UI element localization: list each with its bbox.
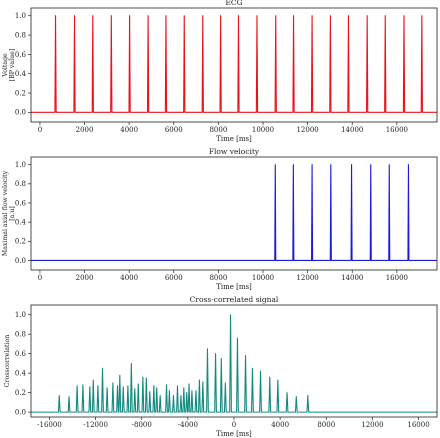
y-axis-label-line: [BP value] bbox=[9, 49, 16, 81]
y-axis-label-line: [a.u] bbox=[9, 206, 16, 220]
y-tick-label: 0.4 bbox=[15, 370, 27, 378]
chart-title: Cross-correlated signal bbox=[190, 295, 279, 304]
chart-panel-3: Cross-correlated signal -16000 -12000 -8000… bbox=[4, 295, 438, 438]
y-axis-label: Crosscorrelation bbox=[4, 335, 11, 387]
y-tick-label: 0.2 bbox=[15, 238, 26, 246]
x-tick-label: 16000 bbox=[407, 421, 429, 429]
y-tick-label: 0.4 bbox=[15, 70, 27, 78]
x-tick-label: -12000 bbox=[83, 421, 108, 429]
chart-title: ECG bbox=[225, 0, 242, 7]
x-tick-label: 4000 bbox=[120, 126, 138, 134]
y-tick-label: 0.2 bbox=[15, 389, 26, 397]
x-tick-label: 16000 bbox=[386, 126, 408, 134]
x-tick-label: 4000 bbox=[120, 274, 138, 282]
series-line bbox=[31, 314, 437, 413]
y-tick-label: 0.4 bbox=[15, 219, 27, 227]
x-tick-label: 4000 bbox=[271, 421, 289, 429]
y-tick-label: 1.0 bbox=[15, 311, 26, 319]
y-axis-label-line: Voltage bbox=[2, 53, 9, 78]
x-tick-label: 6000 bbox=[165, 126, 183, 134]
x-tick-label: 12000 bbox=[361, 421, 383, 429]
y-axis-label: Voltage[BP value] bbox=[2, 49, 16, 81]
y-tick-label: 0.2 bbox=[15, 89, 26, 97]
x-axis-label: Time [ms] bbox=[216, 135, 252, 143]
axes-frame bbox=[30, 156, 438, 271]
x-tick-label: 14000 bbox=[341, 126, 363, 134]
chart-panel-2: Flow velocity 0 2000 4000 6000 8000 10000 12000… bbox=[2, 147, 438, 291]
axes-frame bbox=[30, 7, 438, 123]
x-tick-label: 8000 bbox=[317, 421, 335, 429]
x-tick-label: 8000 bbox=[209, 126, 227, 134]
y-axis-label-line: Crosscorrelation bbox=[4, 335, 11, 387]
x-tick-label: 0 bbox=[232, 421, 236, 429]
x-tick-label: 8000 bbox=[209, 274, 227, 282]
y-tick-label: 0.6 bbox=[15, 350, 27, 358]
axes-frame bbox=[30, 304, 438, 418]
x-tick-label: 12000 bbox=[296, 126, 318, 134]
x-tick-label: 6000 bbox=[165, 274, 183, 282]
chart-title: Flow velocity bbox=[209, 147, 260, 156]
chart-panel-1: ECG 0 2000 4000 6000 8000 10000 12000 14000 16000… bbox=[2, 0, 438, 143]
x-tick-label: 16000 bbox=[386, 274, 408, 282]
series-line bbox=[31, 164, 437, 261]
x-tick-label: -16000 bbox=[37, 421, 62, 429]
x-tick-label: 14000 bbox=[341, 274, 363, 282]
x-tick-label: -4000 bbox=[178, 421, 198, 429]
x-tick-label: 10000 bbox=[252, 126, 274, 134]
x-tick-label: 0 bbox=[38, 126, 42, 134]
y-axis-label-line: Maximal axial flow velocity bbox=[2, 170, 9, 256]
y-tick-label: 0.0 bbox=[15, 409, 26, 417]
y-tick-label: 0.0 bbox=[15, 109, 26, 117]
y-axis-label: Maximal axial flow velocity[a.u] bbox=[2, 170, 16, 256]
x-tick-label: 12000 bbox=[296, 274, 318, 282]
x-tick-label: 2000 bbox=[76, 274, 94, 282]
x-tick-label: -8000 bbox=[132, 421, 152, 429]
y-tick-label: 0.6 bbox=[15, 199, 27, 207]
x-axis-label: Time [ms] bbox=[216, 430, 252, 438]
x-tick-label: 10000 bbox=[252, 274, 274, 282]
y-tick-label: 0.0 bbox=[15, 257, 26, 265]
series-line bbox=[31, 15, 437, 113]
x-tick-label: 2000 bbox=[76, 126, 94, 134]
y-tick-label: 0.8 bbox=[15, 31, 26, 39]
x-axis-label: Time [ms] bbox=[216, 283, 252, 291]
y-tick-label: 1.0 bbox=[15, 161, 26, 169]
y-tick-label: 0.8 bbox=[15, 331, 26, 339]
y-tick-label: 1.0 bbox=[15, 12, 26, 20]
y-tick-label: 0.8 bbox=[15, 180, 26, 188]
y-tick-label: 0.6 bbox=[15, 51, 27, 59]
x-tick-label: 0 bbox=[38, 274, 42, 282]
